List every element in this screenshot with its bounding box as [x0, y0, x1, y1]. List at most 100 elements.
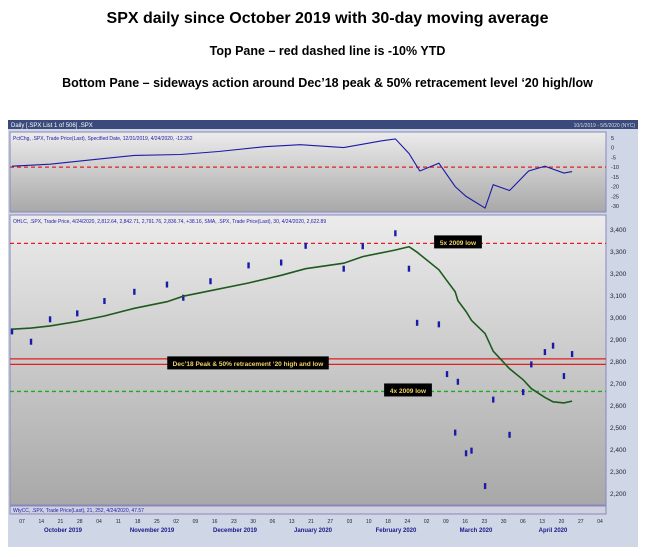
date-axis-month-label: December 2019 — [213, 528, 258, 534]
price-bar — [394, 230, 397, 237]
price-bar — [492, 396, 495, 403]
date-axis-day-tick: 02 — [173, 519, 179, 525]
price-axis-tick-label: 2,500 — [610, 425, 627, 432]
price-bar — [508, 431, 511, 438]
price-bar — [464, 450, 468, 457]
price-bar — [182, 294, 185, 301]
date-axis-day-tick: 21 — [58, 519, 64, 525]
date-axis-month-label: October 2019 — [44, 528, 83, 534]
date-axis-day-tick: 28 — [77, 519, 83, 525]
date-axis-day-tick: 13 — [539, 519, 545, 525]
price-bar — [247, 262, 250, 269]
price-axis-tick-label: 3,100 — [610, 293, 627, 300]
chart-title: SPX daily since October 2019 with 30-day… — [106, 10, 549, 27]
top-axis-tick-label: -20 — [611, 185, 619, 191]
date-axis-day-tick: 10 — [366, 519, 372, 525]
date-axis-day-tick: 30 — [250, 519, 256, 525]
price-axis-tick-label: 2,600 — [610, 403, 627, 410]
price-bar — [165, 281, 169, 288]
bottom-pane — [9, 505, 607, 515]
window-range: 10/1/2019 - 5/5/2020 (NYC) — [574, 123, 636, 129]
date-axis-day-tick: 09 — [443, 519, 449, 525]
subtitle-bottom-pane: Bottom Pane – sideways action around Dec… — [62, 76, 593, 90]
reference-label: Dec’18 Peak & 50% retracement ‘20 high a… — [173, 361, 325, 368]
price-bar — [453, 429, 457, 436]
price-bar — [76, 310, 79, 317]
date-axis-day-tick: 04 — [96, 519, 102, 525]
top-axis-tick-label: -15 — [611, 175, 619, 181]
window-title: Daily [.SPX List 1 of 506] .SPX — [11, 123, 93, 129]
date-axis-month-label: January 2020 — [294, 528, 333, 534]
date-axis-day-tick: 06 — [520, 519, 526, 525]
date-axis-day-tick: 18 — [135, 519, 141, 525]
date-axis-month-label: April 2020 — [539, 528, 568, 534]
top-pane — [9, 131, 607, 213]
price-axis-tick-label: 2,200 — [610, 491, 627, 498]
date-axis-day-tick: 09 — [193, 519, 199, 525]
price-bar — [483, 483, 487, 490]
reference-label-box — [434, 235, 482, 249]
date-axis-day-tick: 27 — [327, 519, 333, 525]
price-bar — [407, 265, 411, 272]
price-axis-tick-label: 2,900 — [610, 337, 627, 344]
main-pane-legend: OHLC, .SPX, Trade Price, 4/24/2020, 2,81… — [13, 219, 326, 225]
date-axis-day-tick: 27 — [578, 519, 584, 525]
top-pane-legend: PctChg, .SPX, Trade Price(Last), Specifi… — [13, 136, 193, 142]
reference-label-box — [384, 383, 432, 397]
price-bar — [445, 371, 449, 378]
price-axis-tick-label: 3,400 — [610, 227, 627, 234]
price-axis-tick-label: 3,200 — [610, 271, 627, 278]
price-bar — [437, 321, 441, 328]
price-bar — [456, 378, 460, 385]
price-axis-tick-label: 3,300 — [610, 249, 627, 256]
price-bar — [361, 243, 364, 250]
date-axis-day-tick: 11 — [116, 519, 121, 525]
date-axis-day-tick: 14 — [38, 519, 44, 525]
date-axis-day-tick: 25 — [154, 519, 160, 525]
price-bar — [521, 389, 525, 396]
top-axis-tick-label: -25 — [611, 194, 619, 200]
date-axis-day-tick: 04 — [597, 519, 603, 525]
price-bar — [133, 288, 136, 295]
bottom-pane-legend: WtyCC, .SPX, Trade Price(Last), 21, 252,… — [13, 508, 144, 514]
reference-label-box — [167, 356, 329, 370]
price-bar — [29, 338, 33, 345]
date-axis-day-tick: 13 — [289, 519, 295, 525]
price-bar — [470, 447, 473, 454]
reference-label: 5x 2009 low — [440, 240, 477, 247]
reference-label: 4x 2009 low — [390, 388, 427, 395]
price-bar — [48, 316, 52, 323]
price-bar — [530, 361, 533, 368]
chart-window: Daily [.SPX List 1 of 506] .SPX 10/1/201… — [8, 120, 638, 547]
date-axis-day-tick: 24 — [405, 519, 411, 525]
date-axis-month-label: November 2019 — [130, 528, 175, 534]
date-axis-day-tick: 23 — [482, 519, 488, 525]
date-axis-day-tick: 06 — [270, 519, 276, 525]
top-axis-tick-label: 0 — [611, 146, 614, 152]
date-axis-day-tick: 02 — [424, 519, 430, 525]
window-titlebar — [8, 120, 638, 129]
date-axis-day-tick: 30 — [501, 519, 507, 525]
date-axis-day-tick: 23 — [231, 519, 237, 525]
top-axis-tick-label: 5 — [611, 136, 614, 142]
price-bar — [543, 349, 547, 356]
price-bar — [10, 328, 14, 335]
price-bar — [562, 373, 566, 380]
price-axis-tick-label: 2,400 — [610, 447, 627, 454]
date-axis-day-tick: 16 — [212, 519, 218, 525]
date-axis-month-label: March 2020 — [460, 528, 493, 534]
date-axis-day-tick: 16 — [462, 519, 468, 525]
price-axis-tick-label: 2,800 — [610, 359, 627, 366]
price-bar — [103, 298, 106, 305]
sma-30-line — [11, 245, 573, 404]
price-axis-tick-label: 3,000 — [610, 315, 627, 322]
date-axis-day-tick: 03 — [347, 519, 353, 525]
price-bar — [304, 242, 307, 249]
price-bar — [415, 319, 419, 326]
date-axis-day-tick: 07 — [19, 519, 25, 525]
top-axis-tick-label: -10 — [611, 165, 619, 171]
price-bar — [551, 342, 555, 349]
price-bar — [570, 351, 574, 358]
price-bar — [342, 265, 345, 272]
top-pane-pct-change-line — [11, 138, 573, 209]
